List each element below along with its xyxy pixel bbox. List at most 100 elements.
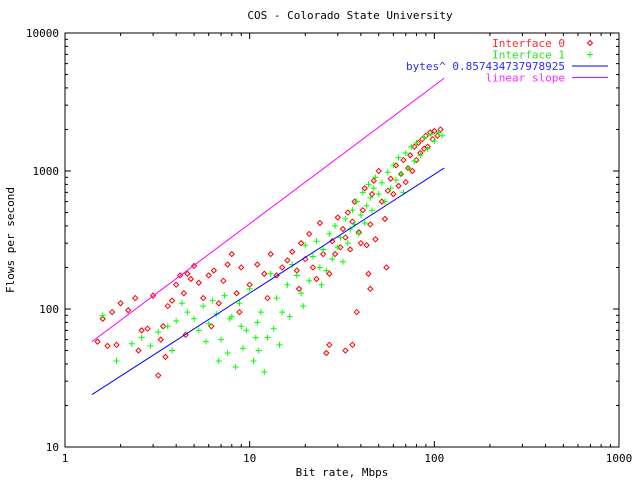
data-point xyxy=(276,341,283,348)
data-point xyxy=(337,244,344,251)
data-point xyxy=(409,167,416,175)
data-point xyxy=(113,357,120,364)
data-point xyxy=(233,290,240,297)
data-point xyxy=(190,262,198,270)
data-point xyxy=(349,207,356,214)
data-point xyxy=(367,221,374,228)
data-point xyxy=(381,215,389,223)
data-point xyxy=(357,239,365,247)
data-point xyxy=(172,281,180,288)
data-point xyxy=(329,237,336,245)
data-point xyxy=(224,349,231,356)
data-point xyxy=(309,264,317,271)
data-point xyxy=(323,349,330,357)
y-tick-label: 1000 xyxy=(33,165,60,178)
data-point xyxy=(218,336,225,343)
data-point xyxy=(178,300,185,307)
data-point xyxy=(353,198,360,205)
data-point xyxy=(392,177,399,184)
data-series xyxy=(91,77,445,395)
legend-marker xyxy=(587,51,593,58)
data-point xyxy=(284,281,291,288)
data-point xyxy=(372,174,379,181)
x-tick-label: 10 xyxy=(243,452,256,465)
data-point xyxy=(367,194,374,201)
data-point xyxy=(187,275,195,283)
data-point xyxy=(184,309,191,316)
data-point xyxy=(162,353,169,361)
data-point xyxy=(250,357,257,364)
data-point xyxy=(428,131,435,138)
data-point xyxy=(157,336,164,343)
data-point xyxy=(128,340,135,347)
data-point xyxy=(159,323,167,330)
data-point xyxy=(359,189,366,196)
series-3 xyxy=(91,77,445,343)
data-point xyxy=(264,294,271,302)
data-point xyxy=(94,338,101,345)
data-point xyxy=(195,279,202,286)
data-point xyxy=(365,270,372,277)
data-point xyxy=(387,175,394,182)
data-point xyxy=(182,331,189,339)
data-point xyxy=(316,264,323,271)
data-point xyxy=(342,234,349,241)
data-point xyxy=(326,230,333,237)
data-point xyxy=(306,277,313,284)
data-point xyxy=(138,334,145,341)
data-point xyxy=(147,342,154,349)
data-point xyxy=(384,187,392,194)
data-point xyxy=(286,313,293,320)
data-point xyxy=(417,152,424,159)
data-point xyxy=(346,246,354,253)
data-point xyxy=(411,143,418,150)
data-point xyxy=(421,134,428,141)
data-point xyxy=(261,368,268,375)
data-point xyxy=(191,315,198,322)
data-point xyxy=(257,309,264,316)
data-point xyxy=(390,190,397,198)
data-point xyxy=(199,294,207,302)
data-point xyxy=(205,272,212,279)
data-point xyxy=(313,238,320,245)
data-point xyxy=(135,347,142,354)
data-point xyxy=(319,250,327,258)
y-axis: 10 100 1000 10000 xyxy=(26,27,619,454)
data-point xyxy=(424,145,431,152)
data-point xyxy=(378,179,385,186)
data-point xyxy=(411,158,418,165)
data-point xyxy=(238,323,245,330)
data-point xyxy=(302,242,309,249)
data-point xyxy=(384,169,391,176)
data-point xyxy=(349,341,356,349)
data-point xyxy=(132,294,139,302)
x-tick-label: 1 xyxy=(62,452,69,465)
data-point xyxy=(208,323,215,330)
data-point xyxy=(210,267,218,274)
data-point xyxy=(180,290,188,297)
data-point xyxy=(202,338,209,345)
series-1 xyxy=(99,129,445,375)
data-point xyxy=(284,257,291,264)
data-point xyxy=(278,264,286,271)
data-point xyxy=(400,156,407,164)
data-point xyxy=(173,317,180,324)
data-point xyxy=(378,198,386,205)
legend-marker xyxy=(586,39,594,47)
data-point xyxy=(239,345,246,352)
data-point xyxy=(220,277,227,285)
data-point xyxy=(164,323,171,330)
data-point xyxy=(375,191,382,198)
data-point xyxy=(99,315,106,322)
data-point xyxy=(215,300,222,307)
data-point xyxy=(339,225,347,233)
data-point xyxy=(339,258,346,265)
data-point xyxy=(267,250,274,258)
data-point xyxy=(363,202,370,209)
data-point xyxy=(300,303,307,310)
x-axis: 1 10 100 1000 xyxy=(62,33,632,465)
data-point xyxy=(334,244,341,251)
legend-label: Interface 0 xyxy=(492,37,565,50)
data-point xyxy=(236,300,243,307)
y-tick-label: 10000 xyxy=(26,27,59,40)
